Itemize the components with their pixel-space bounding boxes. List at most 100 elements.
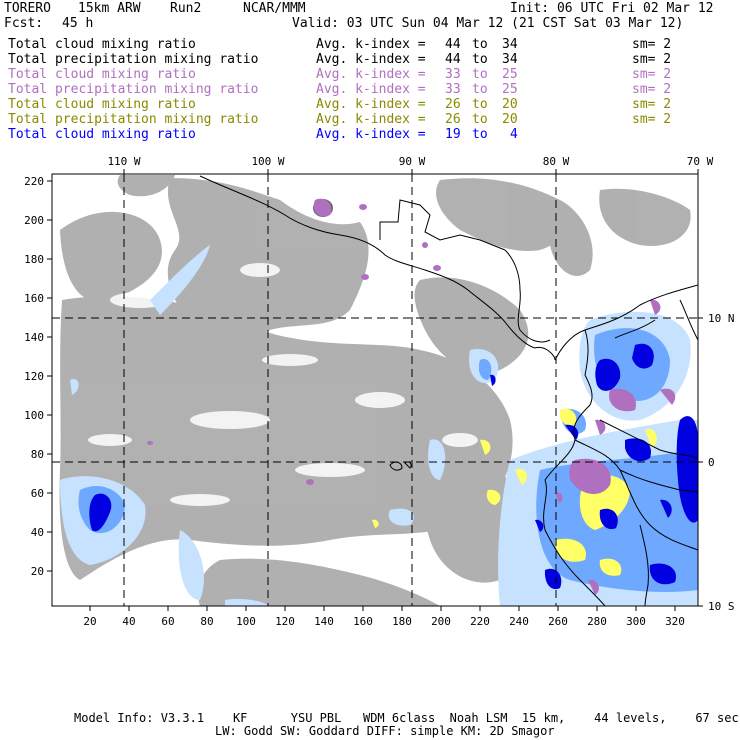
y-tick-label: 20 — [31, 565, 44, 578]
legend-to-word: to — [472, 37, 488, 52]
legend-field: Total cloud mixing ratio — [8, 97, 196, 112]
x-tick-label: 180 — [392, 615, 412, 628]
legend-from: 44 — [445, 37, 461, 52]
x-tick-label: 280 — [587, 615, 607, 628]
x-tick-label: 200 — [431, 615, 451, 628]
legend-row: Total cloud mixing ratio Avg. k-index = … — [0, 127, 740, 142]
legend-from: 33 — [445, 67, 461, 82]
legend-avg: Avg. k-index = — [316, 112, 426, 127]
legend-avg: Avg. k-index = — [316, 37, 426, 52]
legend-row: Total precipitation mixing ratio Avg. k-… — [0, 82, 740, 97]
coastlines — [199, 175, 698, 606]
y-tick-label: 220 — [24, 175, 44, 188]
legend-to-word: to — [472, 112, 488, 127]
cloud-field — [59, 175, 698, 606]
legend-to: 25 — [502, 67, 518, 82]
cloud-patch — [414, 277, 529, 373]
legend-to-word: to — [472, 127, 488, 142]
legend-to: 25 — [502, 82, 518, 97]
x-tick-label: 80 — [200, 615, 213, 628]
x-tick-label: 220 — [470, 615, 490, 628]
forecast-label: Fcst: — [4, 16, 44, 31]
x-tick-label: 320 — [665, 615, 685, 628]
cloud-patch — [599, 188, 691, 246]
legend-to-word: to — [472, 67, 488, 82]
legend-from: 44 — [445, 52, 461, 67]
run-label: Run2 — [170, 1, 202, 16]
valid-time: Valid: 03 UTC Sun 04 Mar 12 (21 CST Sat … — [292, 16, 684, 31]
lat-lon-grid — [52, 174, 698, 606]
longitude-label: 80 W — [543, 155, 570, 168]
y-tick-label: 180 — [24, 253, 44, 266]
legend-to: 34 — [502, 37, 518, 52]
latitude-label: 10 N — [708, 312, 735, 325]
x-tick-label: 60 — [161, 615, 174, 628]
legend-to-word: to — [472, 97, 488, 112]
model-resolution: 15km ARW — [78, 1, 141, 16]
precipitation-purple — [147, 198, 676, 595]
legend-row: Total precipitation mixing ratio Avg. k-… — [0, 112, 740, 127]
physics-info: LW: Godd SW: Goddard DIFF: simple KM: 2D… — [215, 724, 555, 738]
legend-to: 20 — [502, 97, 518, 112]
legend-smoothing: sm= 2 — [632, 52, 672, 67]
cloud-mixing-ratio-deep-blue — [89, 343, 698, 590]
legend-field: Total precipitation mixing ratio — [8, 52, 259, 67]
x-tick-label: 20 — [83, 615, 96, 628]
latitude-label: 10 S — [708, 600, 735, 613]
legend-smoothing: sm= 2 — [632, 82, 672, 97]
longitude-label: 90 W — [399, 155, 426, 168]
model-name: TORERO — [4, 1, 51, 16]
x-tick-label: 120 — [275, 615, 295, 628]
legend-field: Total cloud mixing ratio — [8, 37, 196, 52]
cloud-patch — [548, 200, 593, 276]
legend-smoothing: sm= 2 — [632, 97, 672, 112]
y-tick-label: 60 — [31, 487, 44, 500]
legend-from: 19 — [445, 127, 461, 142]
y-tick-label: 80 — [31, 448, 44, 461]
y-tick-label: 200 — [24, 214, 44, 227]
legend-avg: Avg. k-index = — [316, 97, 426, 112]
y-tick-label: 100 — [24, 409, 44, 422]
legend-avg: Avg. k-index = — [316, 82, 426, 97]
y-tick-label: 120 — [24, 370, 44, 383]
legend-avg: Avg. k-index = — [316, 52, 426, 67]
legend-to: 4 — [510, 127, 518, 142]
legend-to-word: to — [472, 52, 488, 67]
legend-avg: Avg. k-index = — [316, 127, 426, 142]
y-tick-label: 140 — [24, 331, 44, 344]
x-tick-label: 300 — [626, 615, 646, 628]
x-tick-label: 240 — [509, 615, 529, 628]
organization-label: NCAR/MMM — [243, 1, 306, 16]
longitude-label: 110 W — [107, 155, 140, 168]
legend-row: Total cloud mixing ratio Avg. k-index = … — [0, 37, 740, 52]
axis-ticks — [47, 169, 703, 611]
x-tick-label: 40 — [122, 615, 135, 628]
legend-field: Total cloud mixing ratio — [8, 67, 196, 82]
legend-field: Total precipitation mixing ratio — [8, 82, 259, 97]
legend-smoothing: sm= 2 — [632, 67, 672, 82]
plot-frame — [51, 173, 699, 607]
x-tick-label: 160 — [353, 615, 373, 628]
init-time: Init: 06 UTC Fri 02 Mar 12 — [510, 1, 714, 16]
legend-to-word: to — [472, 82, 488, 97]
x-tick-label: 140 — [314, 615, 334, 628]
y-tick-label: 40 — [31, 526, 44, 539]
model-info: Model Info: V3.3.1 KF YSU PBL WDM 6class… — [74, 711, 739, 725]
legend-row: Total cloud mixing ratio Avg. k-index = … — [0, 97, 740, 112]
latitude-label: 0 — [708, 456, 715, 469]
legend-to: 20 — [502, 112, 518, 127]
legend-field: Total cloud mixing ratio — [8, 127, 196, 142]
legend-row: Total cloud mixing ratio Avg. k-index = … — [0, 67, 740, 82]
cloud-patch — [198, 558, 440, 606]
legend-from: 26 — [445, 97, 461, 112]
legend-smoothing: sm= 2 — [632, 37, 672, 52]
cloud-patch — [60, 211, 162, 302]
cloud-patch — [436, 178, 571, 251]
x-tick-label: 260 — [548, 615, 568, 628]
legend-to: 34 — [502, 52, 518, 67]
x-tick-label: 100 — [236, 615, 256, 628]
legend-field: Total precipitation mixing ratio — [8, 112, 259, 127]
legend-row: Total precipitation mixing ratio Avg. k-… — [0, 52, 740, 67]
clear-sky-gaps — [88, 263, 478, 566]
